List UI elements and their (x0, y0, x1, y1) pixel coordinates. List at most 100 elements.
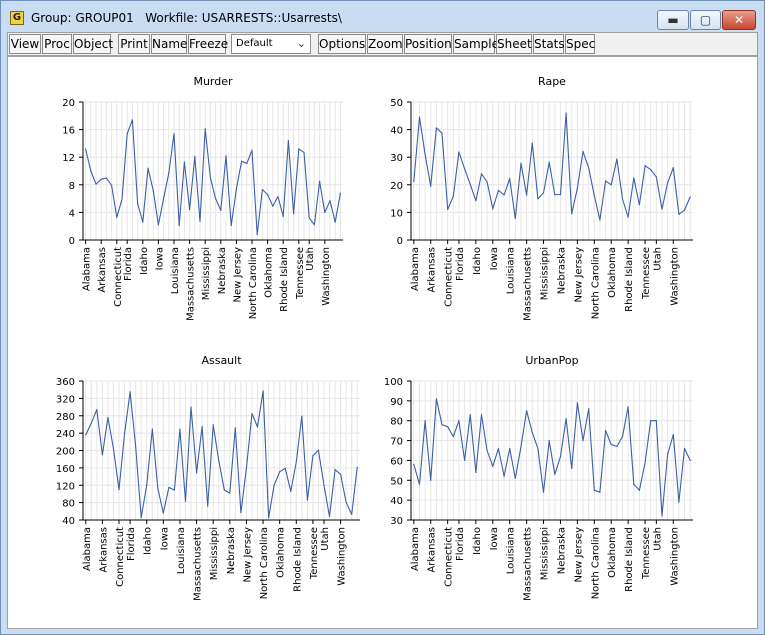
data-point (463, 459, 466, 462)
data-point (667, 453, 669, 456)
data-point (234, 427, 236, 429)
data-point (480, 414, 483, 416)
data-point (241, 160, 243, 162)
x-tick-label: Arkansas (427, 527, 438, 573)
data-point (480, 173, 483, 175)
data-point (616, 445, 618, 448)
position-button[interactable]: Position (404, 34, 452, 54)
y-tick-label: 16 (62, 126, 75, 137)
data-point (317, 449, 320, 451)
y-tick-label: 360 (56, 377, 75, 388)
minimize-button[interactable]: ▬ (657, 10, 689, 30)
graph-area[interactable]: Murder 0 4 8 12 16 20 Alabama Arkansas Connecticu… (7, 56, 758, 629)
data-point (140, 516, 142, 518)
data-point (565, 418, 567, 420)
y-tick-label: 40 (62, 516, 75, 527)
y-tick-label: 20 (62, 98, 75, 109)
chart-urbanpop: UrbanPop 30 40 50 60 70 80 90 100 Alabama Arkansas… (384, 354, 693, 601)
data-point (588, 408, 590, 410)
data-point (251, 412, 253, 415)
x-tick-label: Washington (669, 527, 680, 586)
data-point (245, 467, 248, 469)
data-point (621, 198, 624, 200)
x-tick-label: Iowa (154, 247, 165, 270)
x-tick-label: Arkansas (97, 247, 108, 293)
chart-rape: Rape 0 10 20 30 40 50 Alabama Arkansas Connecticu… (390, 75, 693, 321)
window-title: Group: GROUP01 Workfile: USARRESTS::Usar… (31, 11, 342, 25)
data-point (531, 142, 533, 144)
data-point (151, 428, 153, 430)
data-point (308, 217, 310, 219)
data-point (329, 200, 331, 202)
options-button[interactable]: Options (318, 34, 366, 54)
data-point (650, 420, 652, 422)
object-button[interactable]: Object (73, 34, 113, 54)
data-point (123, 433, 126, 435)
data-point (235, 188, 237, 190)
y-tick-label: 20 (390, 181, 403, 192)
maximize-button[interactable]: ▢ (690, 10, 721, 30)
proc-button[interactable]: Proc (42, 34, 72, 54)
freeze-button[interactable]: Freeze (188, 34, 228, 54)
data-point (121, 198, 123, 200)
x-tick-label: Massachusetts (523, 247, 534, 321)
x-tick-label: Nebraska (217, 247, 228, 294)
x-tick-label: Utah (305, 247, 316, 271)
data-point (689, 459, 691, 462)
data-point (435, 127, 437, 129)
data-point (323, 484, 325, 486)
data-point (633, 483, 635, 485)
data-point (672, 167, 674, 169)
data-point (441, 424, 443, 426)
data-point (655, 176, 657, 178)
title-bar[interactable]: G Group: GROUP01 Workfile: USARRESTS::Us… (1, 1, 764, 31)
data-point (112, 448, 115, 450)
data-point (424, 153, 426, 156)
x-tick-label: North Carolina (248, 247, 259, 319)
data-point (458, 420, 460, 422)
data-point (548, 439, 550, 442)
data-point (290, 490, 292, 492)
data-point (678, 501, 680, 503)
graph-template-select[interactable]: Default ⌄ (231, 34, 311, 54)
data-point (107, 416, 109, 419)
zoom-button[interactable]: Zoom (367, 34, 403, 54)
close-button[interactable]: ✕ (722, 10, 756, 30)
x-tick-label: Tennessee (641, 247, 652, 300)
data-point (413, 463, 415, 465)
data-point (261, 189, 263, 191)
data-point (340, 473, 342, 475)
print-button[interactable]: Print (118, 34, 150, 54)
data-point (610, 184, 612, 186)
sample-button[interactable]: Sample (453, 34, 499, 54)
data-point (137, 202, 139, 205)
data-point (565, 112, 567, 114)
x-tick-label: Utah (320, 527, 331, 551)
chart-title: Murder (193, 75, 233, 88)
x-tick-label: Iowa (159, 527, 170, 550)
data-point (463, 168, 466, 170)
series-line (85, 390, 358, 519)
sheet-button[interactable]: Sheet (496, 34, 532, 54)
view-button[interactable]: View (9, 34, 41, 54)
x-tick-label: Connecticut (444, 527, 455, 587)
name-button[interactable]: Name (151, 34, 187, 54)
x-tick-label: Massachusetts (523, 527, 534, 601)
data-point (152, 189, 154, 191)
data-point (599, 219, 601, 221)
data-point (334, 469, 336, 471)
data-point (178, 224, 180, 227)
stats-button[interactable]: Stats (533, 34, 565, 54)
data-point (183, 161, 185, 163)
x-tick-label: Arkansas (98, 527, 109, 573)
spec-button[interactable]: Spec (565, 34, 595, 54)
data-point (638, 489, 641, 491)
x-tick-label: Oklahoma (276, 527, 287, 578)
data-point (435, 398, 437, 400)
data-point (85, 434, 87, 436)
data-point (588, 167, 590, 169)
y-tick-label: 120 (56, 481, 75, 492)
x-tick-label: New Jersey (242, 527, 253, 583)
x-tick-label: Connecticut (113, 247, 124, 307)
data-point (105, 177, 107, 179)
